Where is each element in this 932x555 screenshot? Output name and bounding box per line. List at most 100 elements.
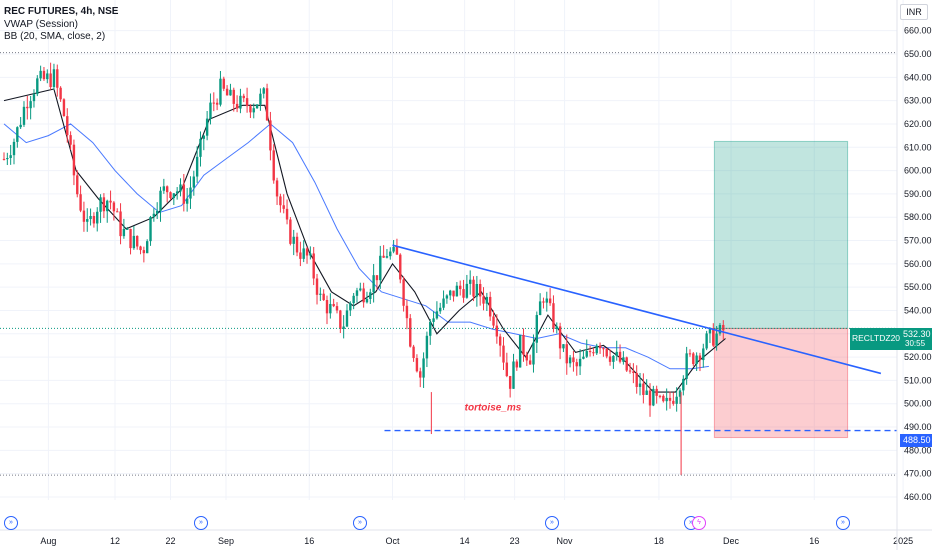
event-marker-icon[interactable]: » xyxy=(836,516,850,530)
candle-body xyxy=(652,388,655,406)
candle-body xyxy=(495,325,499,337)
time-tick-label: 22 xyxy=(165,536,175,546)
candle-body xyxy=(598,345,602,349)
target-zone[interactable] xyxy=(713,140,849,329)
last-price-text: 532.30 xyxy=(903,329,931,339)
candle-body xyxy=(552,303,555,329)
candle-body xyxy=(375,275,379,281)
stop-zone[interactable] xyxy=(713,327,849,439)
price-tick-label: 630.00 xyxy=(904,96,932,106)
candle-body xyxy=(162,186,166,191)
candle-body xyxy=(478,284,482,297)
candle-body xyxy=(702,348,705,361)
candle-body xyxy=(469,279,472,284)
candle-body xyxy=(548,298,552,304)
candle-body xyxy=(515,361,519,368)
currency-badge[interactable]: INR xyxy=(900,4,928,20)
price-tick-label: 540.00 xyxy=(904,305,932,315)
candle-body xyxy=(399,254,402,280)
candle-body xyxy=(455,285,459,297)
candle-body xyxy=(149,216,152,242)
price-tick-label: 640.00 xyxy=(904,72,932,82)
candle-body xyxy=(632,371,635,373)
price-tick-label: 610.00 xyxy=(904,142,932,152)
event-marker-icon[interactable]: » xyxy=(545,516,559,530)
candle-body xyxy=(682,378,685,391)
candle-body xyxy=(452,290,455,297)
candle-body xyxy=(59,87,62,100)
price-tick-label: 580.00 xyxy=(904,212,932,222)
candle-body xyxy=(195,156,199,177)
support-price-badge: 488.50 xyxy=(900,434,932,447)
price-tick-label: 480.00 xyxy=(904,445,932,455)
symbol-title[interactable]: REC FUTURES, 4h, NSE xyxy=(4,6,119,17)
candle-body xyxy=(512,361,515,389)
candle-body xyxy=(345,310,349,327)
candle-body xyxy=(26,106,29,109)
candle-body xyxy=(142,250,146,254)
candle-body xyxy=(76,175,79,195)
event-marker-icon[interactable]: » xyxy=(194,516,208,530)
time-tick-label: 18 xyxy=(654,536,664,546)
candle-body xyxy=(319,293,322,295)
candle-body xyxy=(202,135,205,139)
candle-body xyxy=(349,303,352,311)
candle-body xyxy=(175,191,179,194)
candle-body xyxy=(2,158,6,160)
candle-body xyxy=(6,157,9,160)
price-tick-label: 620.00 xyxy=(904,119,932,129)
time-tick-label: Oct xyxy=(385,536,400,546)
countdown-text: 30:55 xyxy=(905,339,926,348)
candle-body xyxy=(102,197,106,212)
candle-body xyxy=(302,248,305,259)
candle-body xyxy=(189,187,192,199)
candle-body xyxy=(9,155,12,158)
candle-body xyxy=(72,144,76,176)
candle-body xyxy=(718,324,722,334)
indicator-vwap-label[interactable]: VWAP (Session) xyxy=(4,19,78,30)
candle-body xyxy=(69,135,72,145)
candle-body xyxy=(289,219,292,244)
candle-body xyxy=(365,298,369,303)
candle-body xyxy=(272,150,275,181)
candle-body xyxy=(165,186,169,193)
candle-body xyxy=(182,184,186,204)
candle-body xyxy=(112,202,116,212)
candle-body xyxy=(568,357,572,364)
candle-body xyxy=(332,303,335,307)
candle-body xyxy=(19,124,22,128)
candle-body xyxy=(96,211,99,224)
candle-body xyxy=(582,356,585,359)
candle-body xyxy=(565,344,568,364)
candle-body xyxy=(475,284,479,297)
candle-body xyxy=(542,301,545,303)
candle-body xyxy=(498,336,502,346)
candle-body xyxy=(56,69,59,88)
candle-body xyxy=(245,98,249,107)
author-watermark: tortoise_ms xyxy=(465,403,522,414)
event-marker-icon[interactable]: » xyxy=(4,516,18,530)
candle-body xyxy=(572,357,575,363)
candle-body xyxy=(635,372,638,387)
candle-body xyxy=(12,141,16,156)
candle-body xyxy=(435,311,439,319)
candle-body xyxy=(488,296,492,317)
candle-body xyxy=(382,255,385,258)
candle-body xyxy=(558,326,562,349)
price-tick-label: 510.00 xyxy=(904,375,932,385)
candle-body xyxy=(126,228,129,230)
dividend-marker-icon[interactable]: ϟ xyxy=(692,516,706,530)
candle-body xyxy=(605,348,608,357)
indicator-bb-label[interactable]: BB (20, SMA, close, 2) xyxy=(4,31,106,42)
candle-body xyxy=(439,307,442,312)
candle-body xyxy=(109,200,112,203)
candle-body xyxy=(139,246,142,251)
event-marker-icon[interactable]: » xyxy=(353,516,367,530)
candle-body xyxy=(229,89,232,96)
candle-body xyxy=(662,395,665,402)
candle-body xyxy=(295,236,299,253)
candle-body xyxy=(712,328,715,346)
last-price-badge: RECLTDZ2024 xyxy=(850,328,909,350)
